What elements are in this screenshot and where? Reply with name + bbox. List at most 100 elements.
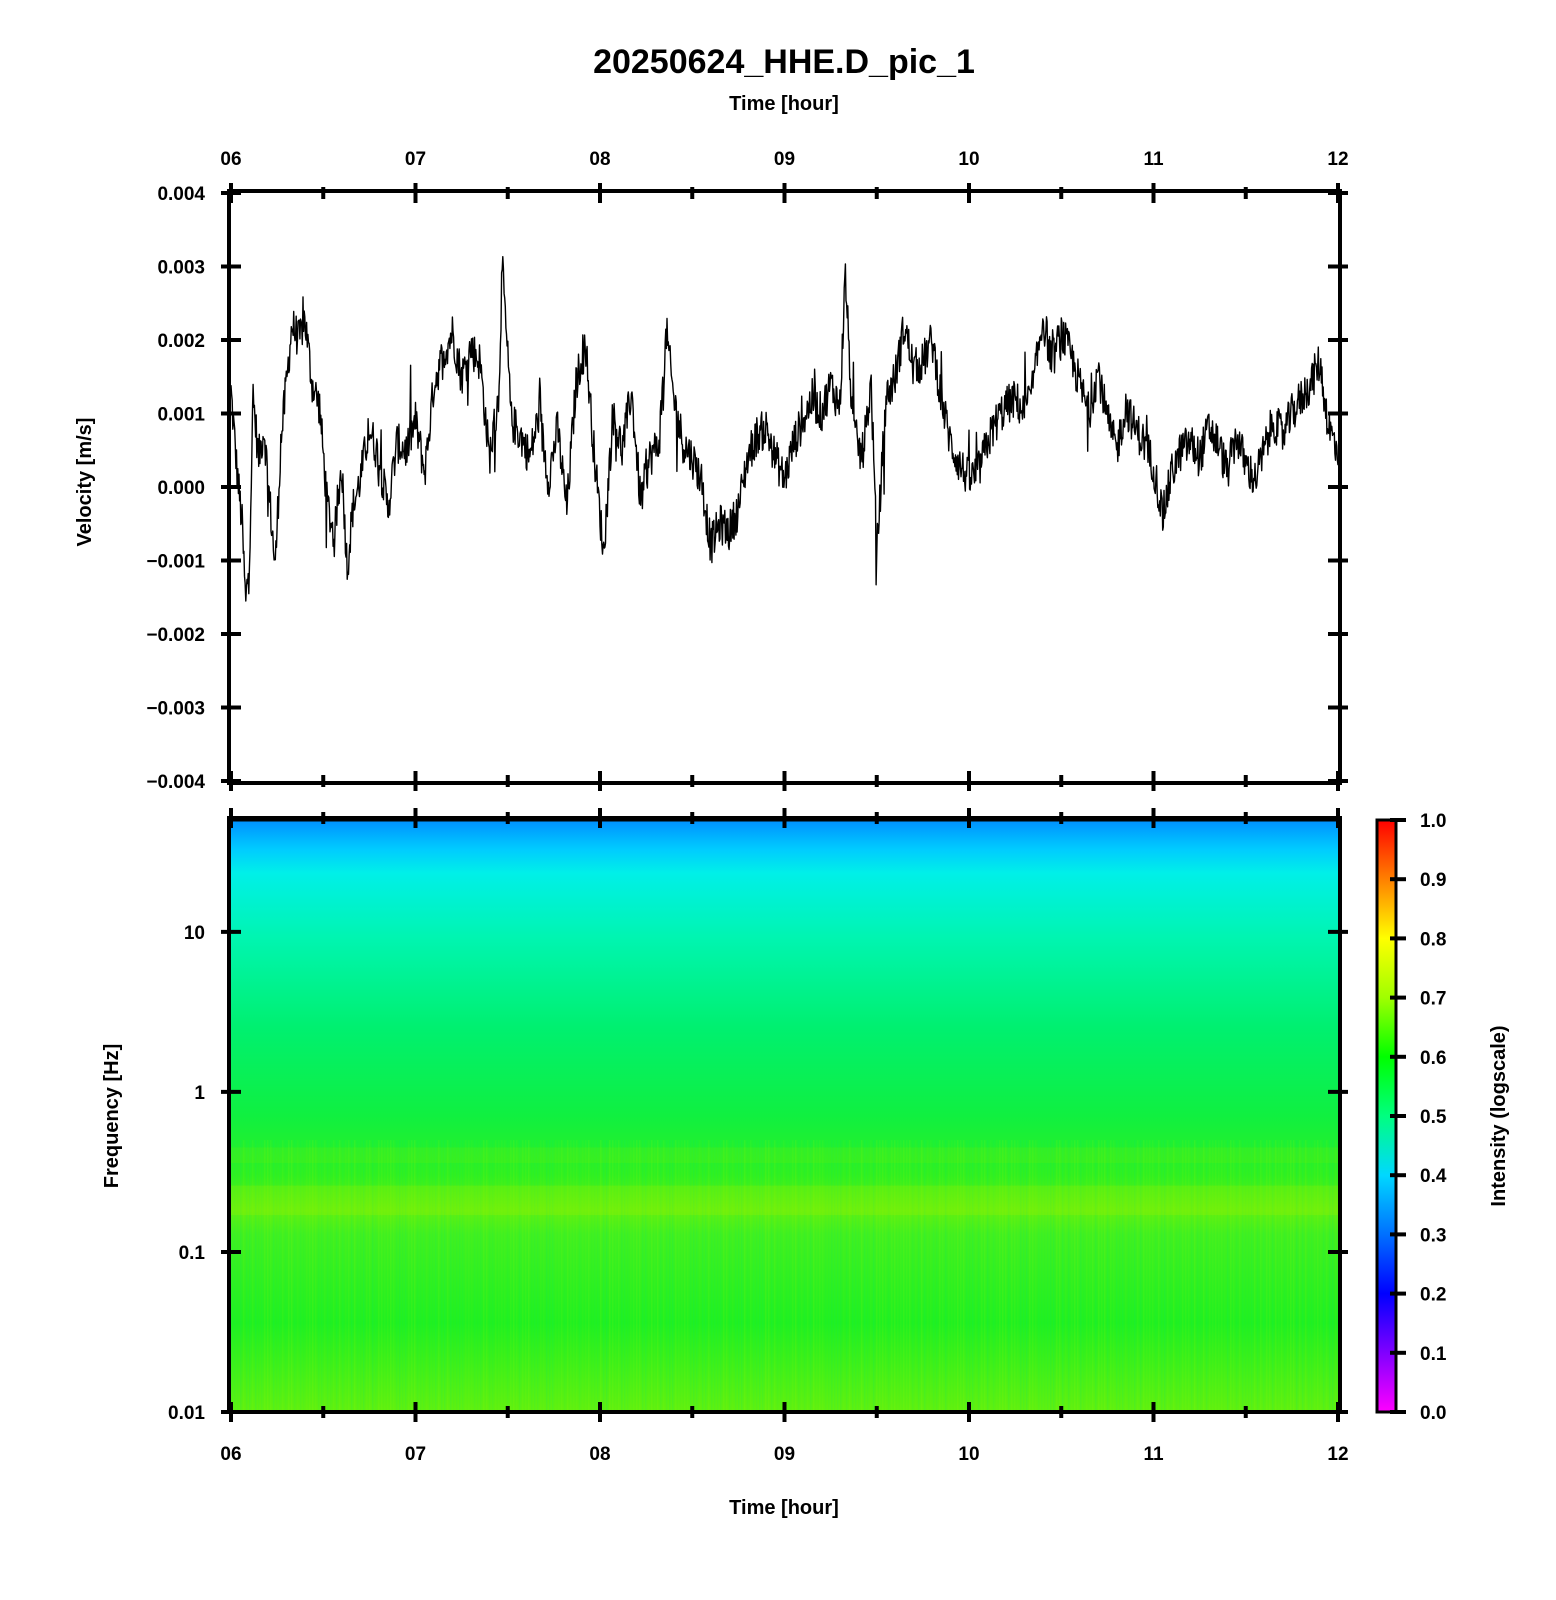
spectrogram-stripe [1224,1140,1226,1412]
spectrogram-stripe [1077,1140,1079,1412]
spectrogram-stripe [1203,1140,1205,1412]
spectrogram-stripe [1104,1140,1106,1412]
spectrogram-stripe [921,1140,923,1412]
colorbar-tick-label: 0.1 [1420,1344,1447,1365]
spectrogram-stripe [561,1140,563,1412]
spectrogram-stripe [1302,1140,1304,1412]
spectrogram-stripe [768,1140,770,1412]
spectrogram-stripe [681,1140,683,1412]
colorbar: 1.0 0.9 0.8 0.7 0.6 0.5 0.4 0.3 0.2 0.1 0.0 Intens… [1375,811,1510,1424]
spectrogram-stripe [1029,1140,1031,1412]
spectrogram-stripe [1239,1140,1241,1412]
spectrogram-stripe [321,1140,323,1412]
spectrogram-stripe [1005,1140,1007,1412]
spectrogram-stripe [1299,1140,1301,1412]
spectrogram-stripe [906,1140,908,1412]
spectrogram-stripe [795,1140,797,1412]
spectrogram-stripe [1080,1140,1082,1412]
spectrogram-stripe [594,1140,596,1412]
spectrogram-stripe [1278,1140,1280,1412]
spectrogram-stripe [390,1140,392,1412]
spectrogram-stripe [660,1140,662,1412]
spectrogram-stripe [714,1140,716,1412]
spectrogram-stripe [804,1140,806,1412]
spectrogram-stripe [1215,1140,1217,1412]
spectrogram-stripe [426,1140,428,1412]
spectrogram-stripe [1251,1140,1253,1412]
spectrogram-stripe [873,1140,875,1412]
spectrogram-stripe [588,1140,590,1412]
spectrogram-stripe [1149,1140,1151,1412]
spectrogram-stripe [525,1140,527,1412]
spectrogram-stripe [564,1140,566,1412]
spectrogram-stripe [630,1140,632,1412]
colorbar-ticks: 1.0 0.9 0.8 0.7 0.6 0.5 0.4 0.3 0.2 0.1 0.0 [1390,811,1447,1424]
spectrogram-stripe [1014,1140,1016,1412]
spectrogram-stripe [231,1140,233,1412]
spectrogram-stripe [705,1140,707,1412]
spectrogram-stripe [1155,1140,1157,1412]
spectrogram-stripe [729,1140,731,1412]
spectrogram-stripe [1326,1140,1328,1412]
spectrogram-stripe [1044,1140,1046,1412]
spectrogram-stripe [1260,1140,1262,1412]
spectrogram-stripe [480,1140,482,1412]
spectrogram-stripe [798,1140,800,1412]
spectrogram-stripe [717,1140,719,1412]
spectrogram-stripe [1320,1140,1322,1412]
spectrogram-stripe [1152,1140,1154,1412]
spectrogram-stripe [1167,1140,1169,1412]
colorbar-title: Intensity (logscale) [1488,1025,1510,1206]
spectrogram-stripe [843,1140,845,1412]
spectrogram-stripe [1185,1140,1187,1412]
spectrogram-stripe [849,1140,851,1412]
spectrogram-stripe [504,1140,506,1412]
spectrogram-stripe [600,1140,602,1412]
spectrogram-stripe [474,1140,476,1412]
spectrogram-stripe [501,1140,503,1412]
spectrogram-stripe [888,1140,890,1412]
spectrogram-stripe [933,1140,935,1412]
colorbar-tick-label: 0.6 [1420,1048,1446,1069]
spectrogram-stripe [981,1140,983,1412]
spectrogram-stripe [597,1140,599,1412]
spectrogram-stripe [342,1140,344,1412]
spectrogram-stripe [1065,1140,1067,1412]
spectrogram-stripe [867,1140,869,1412]
spectrogram-stripe [555,1140,557,1412]
spectrogram-stripe [1086,1140,1088,1412]
spectrogram-stripe [969,1140,971,1412]
spectrogram-stripe [615,1140,617,1412]
colorbar-tick-label: 0.0 [1420,1403,1446,1424]
spectrogram-stripe [507,1140,509,1412]
spectrogram-stripe [708,1140,710,1412]
spectrogram-stripe [1089,1140,1091,1412]
waveform-panel: Velocity [m/s] 06 07 08 09 10 11 120.0040.0030… [74,149,1349,793]
spectrogram-x-tick-label: 09 [774,1444,795,1465]
spectrogram-stripe [384,1140,386,1412]
spectrogram-stripe [1227,1140,1229,1412]
spectrogram-x-tick-label: 10 [958,1444,979,1465]
colorbar-tick-label: 0.7 [1420,989,1446,1010]
spectrogram-stripe [792,1140,794,1412]
spectrogram-stripe [744,1140,746,1412]
waveform-y-tick-label: 0.001 [157,405,205,426]
spectrogram-stripe [288,1140,290,1412]
spectrogram-stripe [306,1140,308,1412]
spectrogram-stripe [876,1140,878,1412]
spectrogram-stripe [951,1140,953,1412]
spectrogram-stripe [510,1140,512,1412]
spectrogram-stripe [420,1140,422,1412]
spectrogram-stripe [1194,1140,1196,1412]
spectrogram-stripe [1212,1140,1214,1412]
spectrogram-stripe [456,1140,458,1412]
spectrogram-y-axis-title: Frequency [Hz] [101,1044,123,1188]
waveform-y-tick-label: −0.004 [146,772,205,793]
spectrogram-stripe [552,1140,554,1412]
spectrogram-stripe [381,1140,383,1412]
spectrogram-stripe [1317,1140,1319,1412]
spectrogram-stripe [1038,1140,1040,1412]
spectrogram-stripe [432,1140,434,1412]
spectrogram-stripe [813,1140,815,1412]
